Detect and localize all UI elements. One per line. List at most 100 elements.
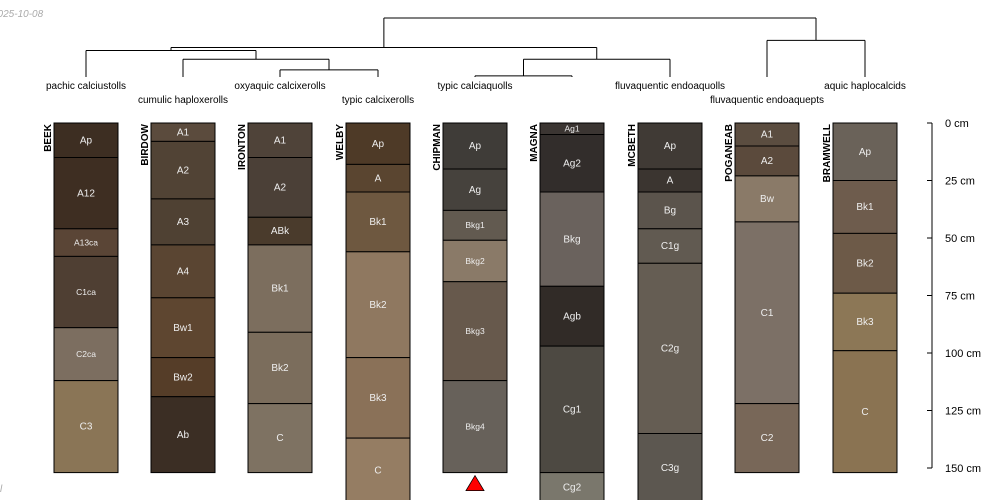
profile-name: POGANEAB	[724, 124, 735, 182]
taxon-label: aquic haplocalcids	[824, 81, 906, 92]
horizon-birdow-a4	[150, 244, 216, 299]
profile-magna: Ag1 Ag2 Bkg Agb Cg1 Cg2 MAGNA	[529, 122, 605, 500]
taxon-label: cumulic haploxerolls	[138, 95, 228, 106]
horizon-welby-bk2	[345, 251, 411, 359]
horizon-beek-c2ca	[53, 327, 119, 382]
depth-tick-label: 0 cm	[945, 118, 969, 130]
horizon-label: Bkg	[563, 234, 580, 245]
profile-mcbeth: Ap A Bg C1g C2g C3g MCBETH	[627, 122, 703, 500]
horizon-label: ABk	[271, 226, 290, 237]
horizon-bramwell-bk3	[832, 292, 898, 352]
horizon-bramwell-bk2	[832, 232, 898, 294]
horizon-chipman-ap	[442, 122, 508, 170]
taxon-label: typic calcixerolls	[342, 95, 414, 106]
horizon-label: A2	[274, 183, 287, 194]
horizon-label: A1	[177, 127, 190, 138]
horizon-label: C	[374, 465, 381, 476]
horizon-welby-bk1	[345, 191, 411, 253]
horizon-welby-bk3	[345, 357, 411, 439]
horizon-ironton-bk2	[247, 331, 313, 405]
horizon-label: C1ca	[76, 287, 96, 297]
horizon-label: C3g	[661, 463, 679, 474]
horizon-bramwell-bk1	[832, 180, 898, 234]
horizon-label: A3	[177, 217, 190, 228]
horizon-label: Ap	[859, 147, 872, 158]
horizon-label: Ap	[80, 135, 93, 146]
depth-tick-label: 100 cm	[945, 348, 981, 360]
horizon-mcbeth-c3g	[637, 433, 703, 500]
horizon-label: Bk2	[369, 300, 387, 311]
corner-note: l	[0, 484, 3, 495]
horizon-bramwell-c	[832, 350, 898, 474]
horizon-label: A4	[177, 266, 190, 277]
profile-name: MAGNA	[529, 124, 540, 162]
horizon-poganeab-a2	[734, 145, 800, 177]
horizon-label: Ag	[469, 185, 481, 196]
horizon-magna-ag2	[539, 134, 605, 193]
horizon-magna-agb	[539, 285, 605, 347]
horizon-label: Bw1	[173, 323, 193, 334]
horizon-chipman-bkg4	[442, 380, 508, 474]
profile-name: CHIPMAN	[432, 124, 443, 171]
horizon-beek-a12	[53, 157, 119, 230]
horizon-label: Bkg4	[465, 421, 485, 431]
profile-ironton: A1 A2 ABk Bk1 Bk2 C IRONTON	[237, 122, 313, 474]
horizon-label: C1g	[661, 241, 679, 252]
profile-chipman: Ap Ag Bkg1 Bkg2 Bkg3 Bkg4 CHIPMAN	[432, 122, 508, 492]
profile-welby: Ap A Bk1 Bk2 Bk3 C WELBY	[335, 122, 411, 500]
horizon-label: C2g	[661, 344, 679, 355]
horizon-chipman-bkg3	[442, 281, 508, 382]
horizon-magna-cg2	[539, 472, 605, 500]
taxon-labels: pachic calciustolls cumulic haploxerolls o…	[46, 81, 906, 106]
truncation-marker	[465, 474, 485, 492]
horizon-beek-c1ca	[53, 255, 119, 329]
horizon-ironton-c	[247, 403, 313, 474]
horizon-magna-bkg	[539, 191, 605, 287]
profile-poganeab: A1 A2 Bw C1 C2 POGANEAB	[724, 122, 800, 474]
horizon-label: A	[375, 173, 382, 184]
horizon-label: C	[861, 407, 868, 418]
depth-tick-label: 75 cm	[945, 291, 975, 303]
profile-name: BEEK	[43, 123, 54, 152]
horizon-mcbeth-bg	[637, 191, 703, 230]
taxon-label: typic calciaquolls	[437, 81, 512, 92]
horizon-label: Bk3	[856, 317, 874, 328]
horizon-label: Bkg1	[465, 220, 485, 230]
horizon-label: Agb	[563, 311, 581, 322]
taxon-label: fluvaquentic endoaquolls	[615, 81, 725, 92]
soil-profiles: Ap A12 A13ca C1ca C2ca C3 BEEK A1 A2 A3 A4 Bw1 Bw2 Ab…	[43, 122, 898, 500]
horizon-label: A13ca	[74, 237, 98, 247]
horizon-label: Cg1	[563, 404, 582, 415]
horizon-beek-c3	[53, 380, 119, 474]
horizon-label: A	[667, 176, 674, 187]
profile-name: IRONTON	[237, 124, 248, 170]
profile-beek: Ap A12 A13ca C1ca C2ca C3 BEEK	[43, 122, 119, 474]
horizon-label: A1	[761, 130, 774, 141]
horizon-label: Bk2	[271, 363, 289, 374]
horizon-chipman-ag	[442, 168, 508, 211]
horizon-label: Bk3	[369, 393, 387, 404]
depth-axis: 0 cm 25 cm 50 cm 75 cm 100 cm 125 cm 150 cm	[927, 118, 981, 475]
horizon-birdow-a3	[150, 198, 216, 246]
horizon-ironton-bk1	[247, 244, 313, 333]
profile-name: WELBY	[335, 124, 346, 160]
horizon-label: C3	[80, 422, 93, 433]
horizon-poganeab-c1	[734, 221, 800, 405]
horizon-label: Bw2	[173, 372, 193, 383]
taxon-label: fluvaquentic endoaquepts	[710, 95, 824, 106]
dendrogram	[85, 17, 866, 77]
horizon-label: Ag1	[564, 124, 579, 134]
horizon-label: A2	[761, 156, 774, 167]
horizon-label: Bkg2	[465, 256, 485, 266]
horizon-label: Bk1	[369, 217, 387, 228]
horizon-label: C	[276, 433, 283, 444]
profile-name: MCBETH	[627, 124, 638, 167]
horizon-welby-a	[345, 163, 411, 193]
horizon-label: Ap	[664, 141, 677, 152]
taxon-label: pachic calciustolls	[46, 81, 126, 92]
horizon-label: C2	[761, 433, 774, 444]
horizon-label: A2	[177, 165, 190, 176]
profile-name: BRAMWELL	[822, 124, 833, 182]
profile-name: BIRDOW	[140, 123, 151, 165]
horizon-welby-c	[345, 437, 411, 500]
